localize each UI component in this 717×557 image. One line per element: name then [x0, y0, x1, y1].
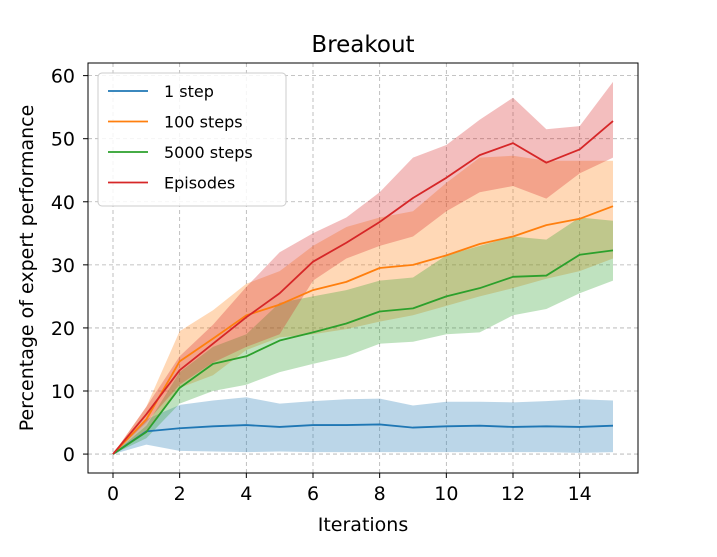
legend: 1 step 100 steps 5000 steps Episodes	[97, 72, 287, 207]
x-tick-label: 6	[307, 483, 319, 505]
axis-ticks: 0 2 4 6 8 10 12 14 0 10 20 30 40 50 60	[51, 66, 592, 505]
y-tick-label: 30	[51, 255, 75, 277]
y-axis-label: Percentage of expert performance	[16, 105, 38, 432]
y-tick-label: 40	[51, 192, 75, 214]
y-tick-label: 50	[51, 129, 75, 151]
band-5000-steps	[113, 217, 613, 455]
x-tick-label: 0	[107, 483, 119, 505]
line-1-step	[112, 423, 614, 455]
y-tick-label: 20	[51, 318, 75, 340]
chart-title: Breakout	[311, 32, 414, 58]
band-100-steps	[113, 155, 613, 455]
band-1-step	[113, 397, 613, 455]
line-100-steps	[112, 205, 614, 455]
legend-label: Episodes	[164, 174, 235, 193]
x-tick-label: 14	[568, 483, 592, 505]
x-tick-label: 4	[240, 483, 252, 505]
legend-label: 5000 steps	[164, 143, 253, 162]
y-tick-label: 60	[51, 66, 75, 88]
x-axis-label: Iterations	[318, 514, 409, 536]
line-5000-steps	[112, 249, 614, 455]
x-tick-label: 8	[374, 483, 386, 505]
line-episodes	[112, 120, 614, 455]
legend-box	[97, 72, 287, 207]
series-lines	[112, 120, 614, 455]
plot-frame	[87, 62, 639, 474]
confidence-bands	[113, 81, 613, 455]
legend-label: 1 step	[164, 82, 214, 101]
y-tick-label: 0	[63, 444, 75, 466]
band-episodes	[113, 81, 613, 455]
y-tick-label: 10	[51, 381, 75, 403]
x-tick-label: 12	[501, 483, 525, 505]
x-tick-label: 2	[174, 483, 186, 505]
x-tick-label: 10	[434, 483, 458, 505]
legend-label: 100 steps	[164, 113, 243, 132]
